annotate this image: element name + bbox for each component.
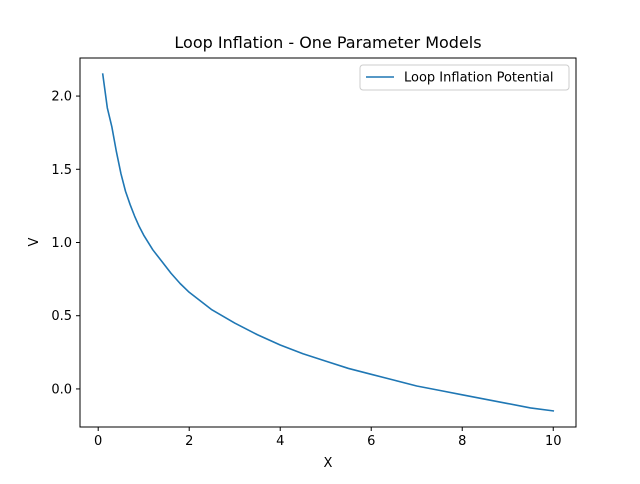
series-line-0	[101, 73, 555, 412]
x-tick-label-4: 8	[458, 434, 466, 449]
x-tick-label-5: 10	[545, 434, 562, 449]
x-tick-label-3: 6	[367, 434, 375, 449]
plot-layer: 0 2 4 6 8 10 0.0 0.5 1.0 1.5 2.0 Loop Inflation Pot…	[51, 57, 577, 449]
x-axis-label: X	[324, 456, 333, 471]
legend-label-0: Loop Inflation Potential	[404, 71, 554, 86]
y-tick-label-2: 1.0	[51, 236, 72, 251]
x-tick-label-0: 0	[94, 434, 102, 449]
chart-title: Loop Inflation - One Parameter Models	[174, 33, 481, 52]
y-tick-label-0: 0.0	[51, 382, 72, 397]
x-tick-label-2: 4	[276, 434, 284, 449]
legend-box	[359, 64, 570, 91]
x-tick-label-1: 2	[185, 434, 193, 449]
y-tick-label-4: 2.0	[51, 90, 72, 105]
y-axis-label: V	[27, 237, 42, 246]
y-tick-label-3: 1.5	[51, 163, 72, 178]
y-tick-label-1: 0.5	[51, 309, 72, 324]
